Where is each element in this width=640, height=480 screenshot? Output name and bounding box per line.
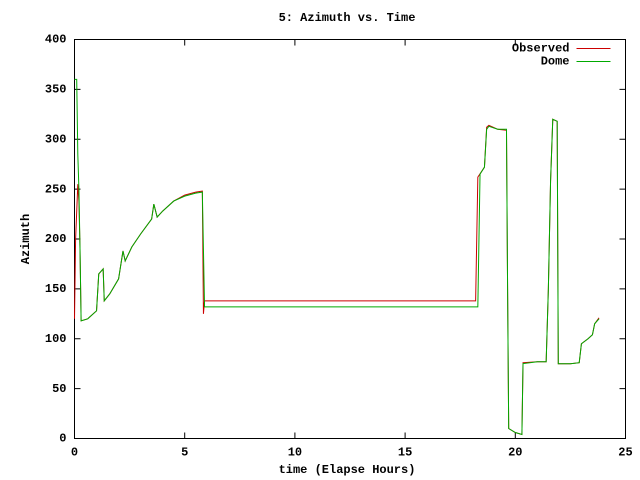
legend-label: Observed <box>512 42 570 56</box>
y-tick-label: 400 <box>45 33 67 47</box>
y-tick-label: 350 <box>45 83 67 97</box>
y-tick-label: 200 <box>45 232 67 246</box>
y-tick-label: 50 <box>52 382 66 396</box>
x-axis-label: time (Elapse Hours) <box>279 463 416 477</box>
chart-title: 5: Azimuth vs. Time <box>279 11 416 25</box>
x-tick-label: 20 <box>508 446 522 460</box>
y-tick-label: 0 <box>59 432 66 446</box>
series-line <box>74 118 600 436</box>
x-tick-label: 25 <box>618 446 632 460</box>
plot-frame <box>74 39 626 439</box>
legend-label: Dome <box>541 55 570 69</box>
y-tick-label: 300 <box>45 132 67 146</box>
y-axis-label: Azimuth <box>19 214 33 264</box>
x-tick-label: 10 <box>288 446 302 460</box>
x-tick-label: 15 <box>398 446 412 460</box>
y-tick-label: 150 <box>45 282 67 296</box>
y-tick-label: 100 <box>45 332 67 346</box>
y-tick-label: 250 <box>45 182 67 196</box>
x-tick-label: 5 <box>181 446 188 460</box>
x-tick-label: 0 <box>71 446 78 460</box>
series-line <box>74 78 600 436</box>
